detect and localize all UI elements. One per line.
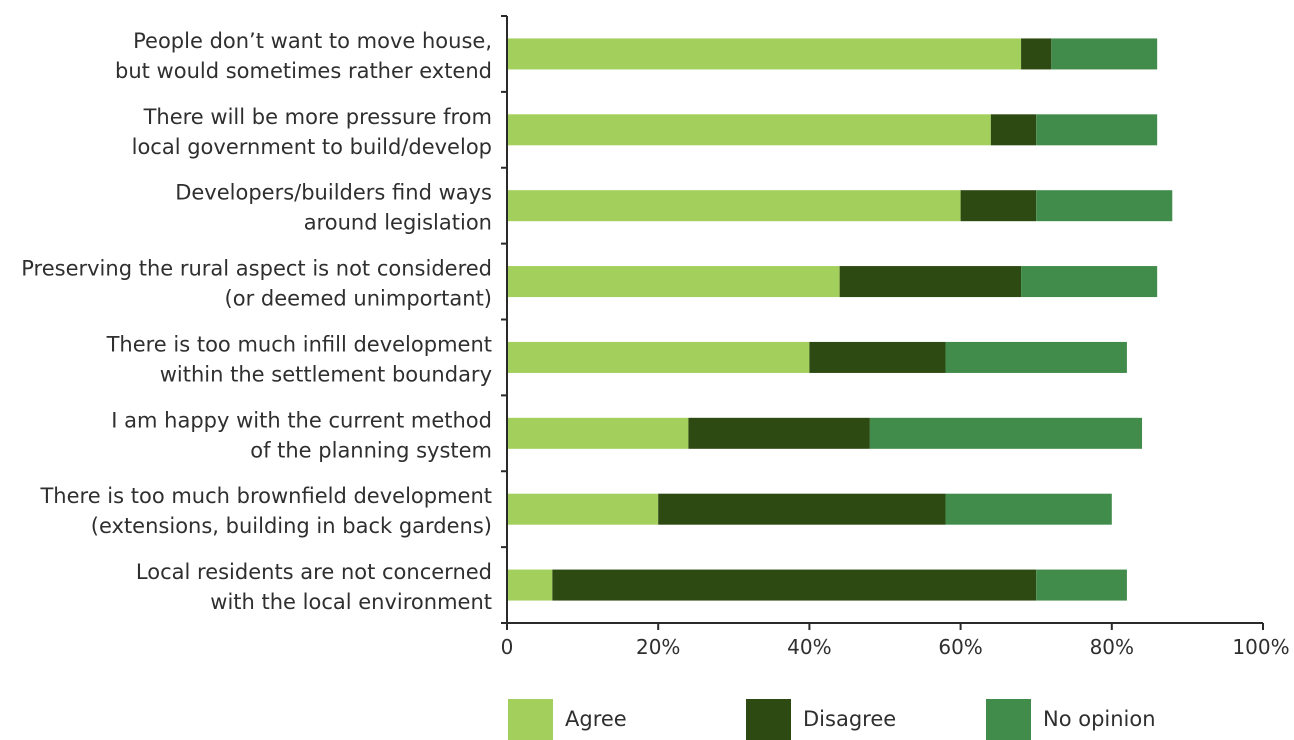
category-label-2: Developers/builders find ways around legi… [175, 181, 492, 235]
bar-agree-6 [507, 493, 659, 525]
legend-label-disagree: Disagree [803, 707, 896, 731]
bar-disagree-6 [658, 493, 946, 525]
legend-label-no-opinion: No opinion [1043, 707, 1156, 731]
x-tick-labels: 0 20% 40% 60% 80% 100% [501, 635, 1290, 659]
bar-disagree-4 [809, 341, 946, 373]
bar-disagree-0 [1021, 38, 1052, 70]
axes-group [501, 15, 1264, 630]
bar-agree-2 [507, 190, 961, 222]
bars-group [507, 38, 1173, 601]
category-label-0: People don’t want to move house, but woul… [115, 29, 492, 83]
category-label-3: Preserving the rural aspect is not consi… [21, 257, 492, 311]
x-tick-label-4: 80% [1090, 635, 1134, 659]
legend-swatch-agree [508, 699, 553, 740]
x-tick-label-0: 0 [501, 635, 514, 659]
x-tick-label-1: 20% [636, 635, 680, 659]
bar-agree-4 [507, 341, 810, 373]
bar-disagree-7 [552, 569, 1037, 601]
category-labels: People don’t want to move house, but woul… [21, 29, 492, 614]
bar-disagree-3 [839, 266, 1022, 298]
bar-agree-0 [507, 38, 1022, 70]
bar-disagree-5 [688, 417, 870, 449]
bar-no-opinion-5 [869, 417, 1143, 449]
legend-label-agree: Agree [565, 707, 627, 731]
category-label-6: There is too much brownfield development… [39, 484, 492, 538]
x-tick-label-3: 60% [938, 635, 982, 659]
bar-disagree-1 [990, 114, 1037, 146]
category-label-4: There is too much infill development with… [106, 332, 492, 386]
legend-swatch-no-opinion [986, 699, 1031, 740]
bar-no-opinion-0 [1051, 38, 1158, 70]
category-label-5: I am happy with the current method of the… [111, 408, 492, 462]
bar-disagree-2 [960, 190, 1037, 222]
bar-no-opinion-7 [1036, 569, 1127, 601]
x-tick-label-2: 40% [787, 635, 831, 659]
bar-agree-7 [507, 569, 553, 601]
legend: Agree Disagree No opinion [508, 699, 1156, 740]
category-label-7: Local residents are not concerned with th… [136, 560, 492, 614]
legend-swatch-disagree [746, 699, 791, 740]
bar-no-opinion-4 [945, 341, 1127, 373]
bar-agree-5 [507, 417, 689, 449]
bar-no-opinion-3 [1021, 266, 1158, 298]
bar-no-opinion-2 [1036, 190, 1173, 222]
bar-agree-1 [507, 114, 991, 146]
bar-agree-3 [507, 266, 840, 298]
x-tick-label-5: 100% [1232, 635, 1289, 659]
bar-no-opinion-1 [1036, 114, 1158, 146]
bar-no-opinion-6 [945, 493, 1112, 525]
category-label-1: There will be more pressure from local go… [132, 105, 492, 159]
